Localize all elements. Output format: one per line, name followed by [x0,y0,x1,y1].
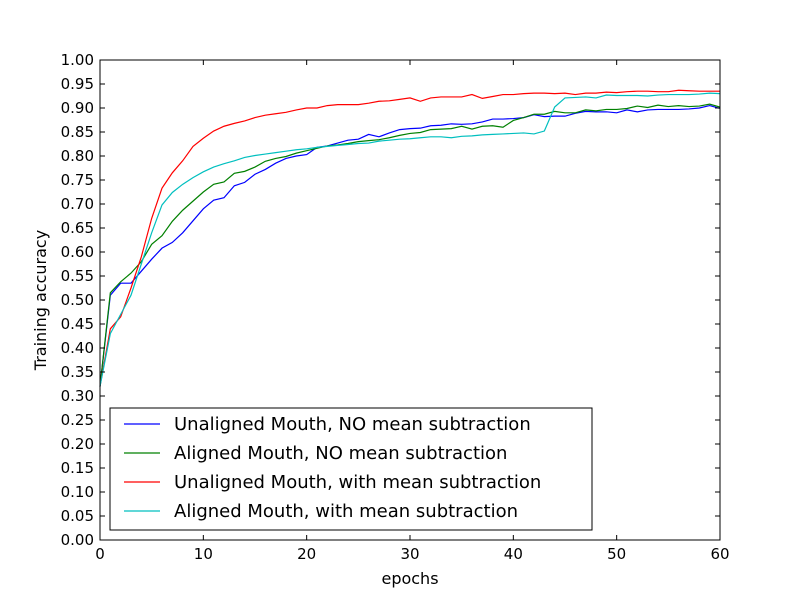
series-line-4 [99,92,721,387]
y-tick-label: 0.80 [61,147,94,165]
y-tick-label: 0.90 [61,99,94,117]
y-tick-label: 0.55 [61,267,94,285]
x-tick-label: 20 [297,545,316,563]
y-tick-label: 0.85 [61,123,94,141]
y-tick-label: 0.00 [61,531,94,549]
legend: Unaligned Mouth, NO mean subtraction Alig… [109,407,593,531]
series-line-3 [99,89,720,387]
y-tick-label: 0.30 [61,387,94,405]
y-tick-label: 0.95 [61,75,94,93]
y-tick-label: 0.45 [61,315,94,333]
y-tick-label: 0.65 [61,219,94,237]
x-tick-label: 50 [607,545,626,563]
x-tick-label: 10 [194,545,213,563]
legend-label-2: Aligned Mouth, NO mean subtraction [174,443,507,464]
series-line-2 [99,103,721,387]
series-line-1 [99,104,721,387]
y-axis-label: Training accuracy [31,230,50,371]
y-tick-label: 0.05 [61,507,94,525]
y-tick-label: 0.40 [61,339,94,357]
y-tick-label: 0.10 [61,483,94,501]
y-tick-label: 0.15 [61,459,94,477]
x-tick-label: 30 [400,545,419,563]
legend-box [109,407,593,531]
y-tick-label: 0.60 [61,243,94,261]
y-tick-label: 0.70 [61,195,94,213]
y-tick-label: 0.25 [61,411,94,429]
x-axis-label: epochs [381,569,438,588]
y-tick-label: 0.75 [61,171,94,189]
y-tick-label: 1.00 [61,51,94,69]
legend-label-1: Unaligned Mouth, NO mean subtraction [174,414,531,435]
x-tick-label: 0 [95,545,105,563]
y-tick-label: 0.35 [61,363,94,381]
y-tick-label: 0.50 [61,291,94,309]
ticks-layer: 0 10 20 30 40 50 60 0.00 0.05 0.10 0.15 0.20 0.25 0.3… [61,51,730,563]
series-layer [99,89,721,387]
legend-label-3: Unaligned Mouth, with mean subtraction [174,472,541,493]
legend-label-4: Aligned Mouth, with mean subtraction [174,501,518,522]
x-tick-label: 40 [504,545,523,563]
y-tick-label: 0.20 [61,435,94,453]
x-tick-label: 60 [710,545,729,563]
